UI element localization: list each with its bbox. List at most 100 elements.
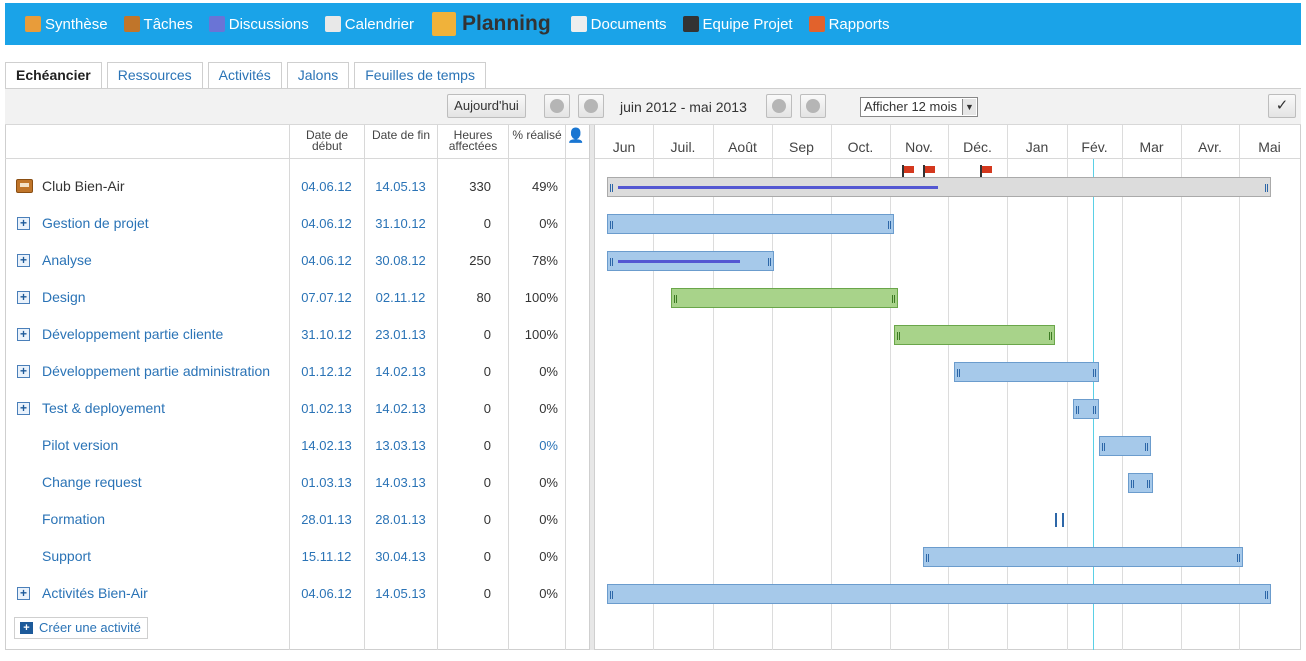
milestone-flag-icon[interactable] bbox=[902, 165, 914, 179]
resize-handle-icon[interactable] bbox=[768, 258, 771, 266]
expand-icon[interactable]: + bbox=[17, 402, 30, 415]
resize-handle-icon[interactable] bbox=[1265, 591, 1268, 599]
start-date[interactable]: 14.02.13 bbox=[301, 438, 352, 453]
end-date[interactable]: 30.04.13 bbox=[375, 549, 426, 564]
end-date[interactable]: 28.01.13 bbox=[375, 512, 426, 527]
expand-icon[interactable]: + bbox=[17, 254, 30, 267]
end-date[interactable]: 14.02.13 bbox=[375, 401, 426, 416]
nav-item-home[interactable]: Synthèse bbox=[25, 16, 108, 33]
end-date[interactable]: 14.03.13 bbox=[375, 475, 426, 490]
gantt-milestone[interactable] bbox=[1055, 513, 1064, 527]
tab-4[interactable]: Feuilles de temps bbox=[354, 62, 486, 89]
start-date[interactable]: 04.06.12 bbox=[301, 253, 352, 268]
resize-handle-icon[interactable] bbox=[897, 332, 900, 340]
nav-item-discussion[interactable]: Discussions bbox=[208, 16, 309, 33]
resize-handle-icon[interactable] bbox=[926, 554, 929, 562]
panel-splitter[interactable] bbox=[589, 125, 595, 650]
resize-handle-icon[interactable] bbox=[957, 369, 960, 377]
start-date[interactable]: 04.06.12 bbox=[301, 179, 352, 194]
resize-handle-icon[interactable] bbox=[1093, 369, 1096, 377]
gantt-bar[interactable] bbox=[923, 547, 1243, 567]
resize-handle-icon[interactable] bbox=[610, 184, 613, 192]
first-page-button[interactable] bbox=[544, 94, 570, 118]
gantt-bar[interactable] bbox=[607, 584, 1271, 604]
end-date[interactable]: 30.08.12 bbox=[375, 253, 426, 268]
resize-handle-icon[interactable] bbox=[892, 295, 895, 303]
activity-name[interactable]: Développement partie cliente bbox=[42, 326, 224, 342]
next-page-button[interactable] bbox=[766, 94, 792, 118]
today-button[interactable]: Aujourd'hui bbox=[447, 94, 526, 118]
tab-1[interactable]: Ressources bbox=[106, 62, 203, 89]
nav-item-calendar[interactable]: Calendrier bbox=[324, 16, 414, 33]
activity-name[interactable]: Activités Bien-Air bbox=[42, 585, 148, 601]
gantt-bar[interactable] bbox=[607, 177, 1271, 197]
start-date[interactable]: 04.06.12 bbox=[301, 216, 352, 231]
end-date[interactable]: 23.01.13 bbox=[375, 327, 426, 342]
expand-icon[interactable]: + bbox=[17, 217, 30, 230]
resize-handle-icon[interactable] bbox=[1265, 184, 1268, 192]
resize-handle-icon[interactable] bbox=[674, 295, 677, 303]
tab-0[interactable]: Echéancier bbox=[5, 62, 102, 90]
nav-item-report[interactable]: Rapports bbox=[808, 16, 889, 33]
end-date[interactable]: 13.03.13 bbox=[375, 438, 426, 453]
start-date[interactable]: 28.01.13 bbox=[301, 512, 352, 527]
activity-name[interactable]: Analyse bbox=[42, 252, 92, 268]
resize-handle-icon[interactable] bbox=[1131, 480, 1134, 488]
resize-handle-icon[interactable] bbox=[1049, 332, 1052, 340]
resize-handle-icon[interactable] bbox=[610, 258, 613, 266]
gantt-bar[interactable] bbox=[607, 214, 894, 234]
gantt-bar[interactable] bbox=[954, 362, 1099, 382]
activity-name[interactable]: Développement partie administration bbox=[42, 363, 271, 379]
start-date[interactable]: 31.10.12 bbox=[301, 327, 352, 342]
expand-icon[interactable]: + bbox=[17, 587, 30, 600]
nav-item-task[interactable]: Tâches bbox=[123, 16, 193, 33]
last-page-button[interactable] bbox=[800, 94, 826, 118]
create-activity-button[interactable]: + Créer une activité bbox=[14, 617, 148, 639]
activity-name[interactable]: Support bbox=[42, 548, 92, 564]
start-date[interactable]: 01.12.12 bbox=[301, 364, 352, 379]
gantt-bar[interactable] bbox=[671, 288, 898, 308]
end-date[interactable]: 14.02.13 bbox=[375, 364, 426, 379]
previous-page-button[interactable] bbox=[578, 94, 604, 118]
activity-name[interactable]: Design bbox=[42, 289, 86, 305]
activity-name[interactable]: Pilot version bbox=[42, 437, 119, 453]
start-date[interactable]: 01.02.13 bbox=[301, 401, 352, 416]
resize-handle-icon[interactable] bbox=[1093, 406, 1096, 414]
activity-name[interactable]: Formation bbox=[42, 511, 106, 527]
start-date[interactable]: 07.07.12 bbox=[301, 290, 352, 305]
nav-item-planning[interactable]: Planning bbox=[431, 12, 551, 36]
activity-name[interactable]: Change request bbox=[42, 474, 142, 490]
tab-2[interactable]: Activités bbox=[207, 62, 282, 89]
milestone-flag-icon[interactable] bbox=[980, 165, 992, 179]
end-date[interactable]: 31.10.12 bbox=[375, 216, 426, 231]
tab-3[interactable]: Jalons bbox=[286, 62, 350, 89]
expand-icon[interactable]: + bbox=[17, 328, 30, 341]
expand-icon[interactable]: + bbox=[17, 291, 30, 304]
start-date[interactable]: 01.03.13 bbox=[301, 475, 352, 490]
resize-handle-icon[interactable] bbox=[610, 591, 613, 599]
gantt-bar[interactable] bbox=[1099, 436, 1151, 456]
expand-icon[interactable]: + bbox=[17, 365, 30, 378]
end-date[interactable]: 02.11.12 bbox=[375, 290, 426, 305]
validate-button[interactable]: ✓ bbox=[1268, 94, 1296, 118]
resize-handle-icon[interactable] bbox=[610, 221, 613, 229]
start-date[interactable]: 15.11.12 bbox=[301, 549, 352, 564]
end-date[interactable]: 14.05.13 bbox=[375, 179, 426, 194]
milestone-flag-icon[interactable] bbox=[923, 165, 935, 179]
nav-item-document[interactable]: Documents bbox=[570, 16, 667, 33]
start-date[interactable]: 04.06.12 bbox=[301, 586, 352, 601]
activity-name[interactable]: Test & deployement bbox=[42, 400, 165, 416]
period-select[interactable]: Afficher 12 mois ▼ bbox=[860, 97, 978, 117]
gantt-bar[interactable] bbox=[1073, 399, 1099, 419]
activity-name[interactable]: Club Bien-Air bbox=[42, 178, 125, 194]
resize-handle-icon[interactable] bbox=[1145, 443, 1148, 451]
resize-handle-icon[interactable] bbox=[1102, 443, 1105, 451]
resize-handle-icon[interactable] bbox=[1076, 406, 1079, 414]
nav-item-user[interactable]: Equipe Projet bbox=[682, 16, 793, 33]
gantt-bar[interactable] bbox=[1128, 473, 1153, 493]
gantt-bar[interactable] bbox=[894, 325, 1055, 345]
resize-handle-icon[interactable] bbox=[888, 221, 891, 229]
gantt-bar[interactable] bbox=[607, 251, 774, 271]
end-date[interactable]: 14.05.13 bbox=[375, 586, 426, 601]
activity-name[interactable]: Gestion de projet bbox=[42, 215, 149, 231]
